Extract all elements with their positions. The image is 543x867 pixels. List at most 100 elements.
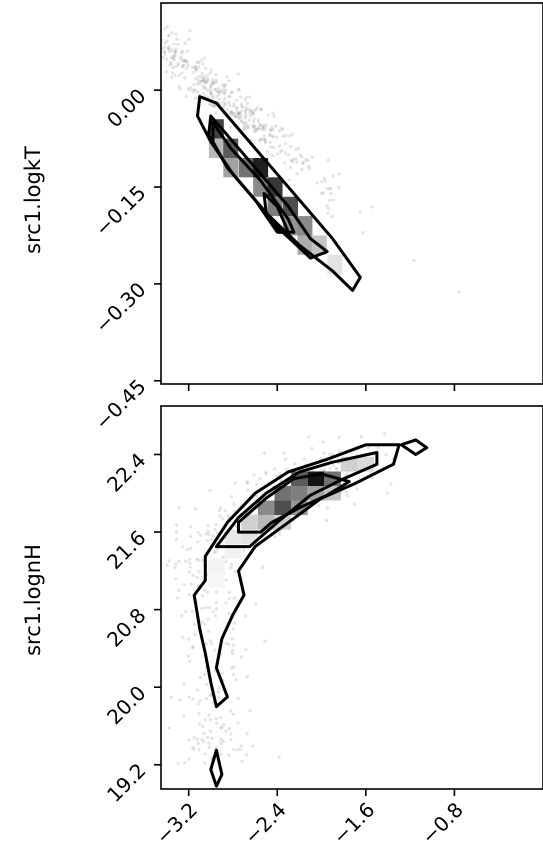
scatter-point <box>246 488 250 492</box>
scatter-point <box>262 124 266 128</box>
scatter-point <box>203 622 207 626</box>
scatter-point <box>229 566 233 570</box>
scatter-point <box>370 205 374 209</box>
scatter-point <box>184 94 188 99</box>
scatter-point <box>177 506 181 510</box>
scatter-point <box>245 101 250 105</box>
scatter-point <box>201 62 205 66</box>
scatter-point <box>168 60 172 64</box>
scatter-point <box>166 47 171 51</box>
scatter-point <box>157 46 160 49</box>
scatter-point <box>216 90 220 94</box>
scatter-point <box>188 86 192 90</box>
scatter-point <box>206 76 210 81</box>
scatter-point <box>212 104 216 109</box>
scatter-point <box>227 596 231 600</box>
scatter-point <box>201 558 205 562</box>
scatter-point <box>165 70 169 74</box>
scatter-point <box>157 20 160 23</box>
scatter-point <box>236 721 240 725</box>
scatter-point <box>167 726 171 730</box>
scatter-point <box>183 760 187 765</box>
scatter-point <box>338 449 342 453</box>
scatter-point <box>198 82 202 86</box>
scatter-point <box>176 63 180 68</box>
scatter-point <box>206 529 210 533</box>
scatter-point <box>195 575 199 580</box>
scatter-point <box>187 757 191 761</box>
scatter-point <box>355 487 360 491</box>
scatter-point <box>209 103 213 107</box>
scatter-point <box>172 58 176 62</box>
scatter-point <box>256 118 260 122</box>
scatter-point <box>334 466 338 470</box>
scatter-point <box>196 741 200 746</box>
scatter-point <box>197 65 201 69</box>
scatter-point <box>275 135 279 139</box>
scatter-point <box>200 738 204 742</box>
scatter-point <box>217 86 221 90</box>
scatter-point <box>260 127 264 131</box>
scatter-point <box>203 761 207 765</box>
scatter-point <box>186 87 191 92</box>
scatter-point <box>220 672 225 676</box>
scatter-point <box>132 18 135 21</box>
scatter-point <box>151 18 154 21</box>
scatter-point <box>223 83 227 88</box>
scatter-point <box>206 629 211 633</box>
scatter-point <box>208 639 212 643</box>
scatter-point <box>242 122 246 126</box>
scatter-point <box>282 161 287 165</box>
scatter-point <box>232 621 236 625</box>
scatter-point <box>174 50 178 54</box>
scatter-point <box>289 158 294 163</box>
scatter-point <box>200 71 204 75</box>
scatter-point <box>295 171 299 176</box>
scatter-point <box>191 645 195 649</box>
scatter-point <box>263 137 267 141</box>
scatter-point <box>190 609 194 614</box>
scatter-point <box>237 87 241 91</box>
scatter-point <box>106 7 109 10</box>
scatter-point <box>214 522 218 527</box>
scatter-point <box>255 482 259 486</box>
scatter-point <box>229 109 233 113</box>
scatter-point <box>208 91 213 95</box>
scatter-point <box>221 88 225 92</box>
scatter-point <box>211 102 215 106</box>
scatter-point <box>154 46 157 49</box>
scatter-point <box>322 176 327 181</box>
scatter-point <box>271 153 275 158</box>
top-contours <box>196 95 362 292</box>
scatter-point <box>227 753 231 757</box>
scatter-point <box>178 57 183 61</box>
scatter-point <box>245 731 249 736</box>
scatter-point <box>275 152 280 156</box>
scatter-point <box>155 48 158 51</box>
scatter-point <box>248 109 253 113</box>
scatter-point <box>196 702 200 706</box>
contour-middle <box>214 451 379 549</box>
scatter-point <box>294 147 298 151</box>
scatter-point <box>283 151 288 155</box>
scatter-point <box>126 7 129 10</box>
scatter-point <box>231 712 236 716</box>
scatter-point <box>229 495 234 499</box>
scatter-point <box>325 186 329 191</box>
scatter-point <box>263 138 267 142</box>
scatter-point <box>204 532 208 536</box>
contour-island-a <box>399 438 429 456</box>
scatter-point <box>139 33 142 36</box>
scatter-point <box>177 559 181 563</box>
scatter-point <box>227 79 231 83</box>
histogram-cell <box>253 177 269 197</box>
scatter-point <box>247 118 252 122</box>
scatter-point <box>198 675 202 680</box>
y-tick-label: −0.15 <box>90 181 150 241</box>
scatter-point <box>195 688 199 692</box>
scatter-point <box>193 507 198 511</box>
scatter-point <box>254 602 258 607</box>
scatter-point <box>248 111 252 115</box>
scatter-point <box>190 65 195 70</box>
